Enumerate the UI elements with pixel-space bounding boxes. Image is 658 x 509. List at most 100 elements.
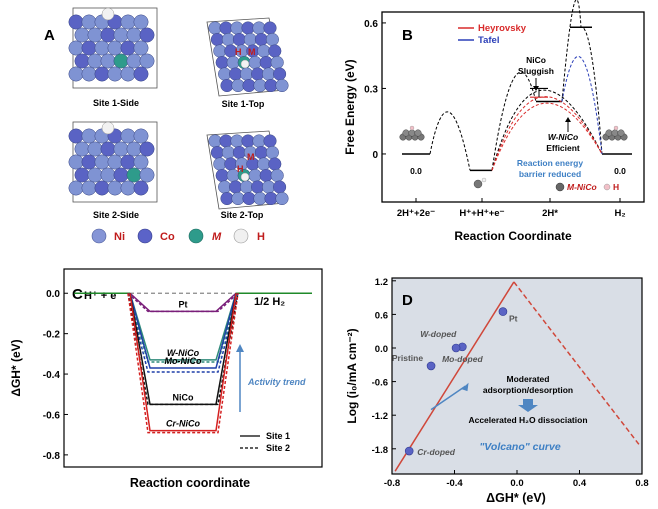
metal-atom [74, 27, 90, 43]
site-1-top-h-label: H [235, 47, 242, 57]
site-2-side-label: Site 2-Side [93, 210, 139, 220]
metal-atom [215, 55, 229, 70]
level-mo-nico-site2 [127, 293, 239, 373]
metal-atom [252, 134, 266, 148]
metal-atom [275, 78, 289, 93]
h-legend-swatch [233, 228, 249, 244]
site-2-top-h-label: H [237, 164, 244, 174]
sluggish-label: Sluggish [518, 66, 554, 76]
metal-atom [254, 32, 268, 47]
tafel-nico-curve [561, 0, 603, 154]
metal-atom [251, 180, 265, 194]
metal-atom [81, 40, 97, 56]
m-legend-swatch [188, 228, 204, 244]
metal-atom [218, 67, 232, 81]
panel-a-letter: A [44, 27, 55, 44]
y-tick-label: 0.6 [364, 19, 378, 30]
metal-atom [126, 27, 142, 43]
metal-atom [221, 145, 235, 160]
panel-b-curves [402, 0, 632, 172]
metal-atom [268, 157, 282, 171]
metal-atom [68, 14, 84, 30]
panel-b-molecule-icons [399, 125, 628, 189]
metal-atom [229, 67, 243, 81]
x-tick-label: -0.4 [446, 478, 463, 489]
metal-atom [81, 128, 97, 144]
metal-atom [81, 14, 97, 30]
metal-atom [133, 66, 149, 82]
metal-atom [74, 53, 90, 69]
metal-atom [218, 180, 232, 194]
x-tick-label: 0.4 [573, 478, 587, 489]
metal-atom [120, 14, 136, 30]
metal-atom [240, 180, 254, 194]
activity-trend-arrowhead [236, 344, 244, 352]
metal-atom [259, 55, 273, 70]
y-tick-label: -0.2 [43, 330, 61, 341]
x-tick-label: 0.0 [510, 478, 523, 489]
y-tick-label: 0.0 [375, 344, 388, 355]
atom-legend: Ni Co M H [91, 228, 265, 244]
metal-atom [253, 191, 267, 206]
metal-atom [68, 154, 84, 170]
metal-atom [231, 191, 245, 206]
volcano-label: "Volcano" curve [479, 441, 561, 453]
nico-barrier-curve [491, 71, 537, 171]
ni-legend-label: Ni [114, 231, 125, 243]
metal-atom [241, 134, 255, 148]
metal-atom [100, 27, 116, 43]
y-tick-label: -0.6 [372, 378, 388, 389]
panel-a: A Site 1-Side Site 1-Top Site 2-Side Sit… [44, 7, 289, 244]
x-tick-label: H₂ [614, 208, 625, 219]
reduced-label-2: barrier reduced [519, 169, 581, 179]
point-pt [498, 307, 508, 316]
metal-atom [231, 78, 245, 93]
metal-atom [219, 134, 233, 148]
panel-b: B 0 0.3 0.6 2H⁺+2e⁻ H⁺+H⁺+e⁻ 2H* H₂ Reaction Co… [343, 0, 645, 243]
level-cr-nico-site1 [129, 293, 237, 432]
metal-atom [87, 141, 103, 157]
panel-b-legend: Heyrovsky Tafel [458, 23, 527, 46]
surface-atom [414, 129, 422, 137]
x-tick-label: H⁺+H⁺+e⁻ [459, 208, 504, 219]
metal-atom [270, 168, 284, 183]
metal-atom [87, 27, 103, 43]
metal-atom [273, 67, 287, 81]
site-2-top-label: Site 2-Top [221, 210, 264, 220]
metal-atom [224, 157, 238, 171]
point-cr-doped [404, 446, 414, 456]
metal-atom [68, 40, 84, 56]
metal-atom [270, 55, 284, 70]
x-tick-label: 2H* [542, 208, 558, 219]
sluggish-arrowhead [533, 86, 539, 91]
metal-atom [126, 141, 142, 157]
metal-atom [257, 44, 271, 58]
dopant-atom [113, 53, 129, 69]
adsorption-desorption-label: adsorption/desorption [483, 385, 573, 395]
surface-atom [617, 129, 625, 137]
surface-atom [605, 129, 613, 137]
metal-atom [210, 145, 224, 160]
metal-atom [248, 55, 262, 70]
metal-atom [213, 44, 227, 58]
hydrogen-atom [240, 172, 250, 182]
site-1-top-label: Site 1-Top [222, 99, 265, 109]
panel-c-letter: C [72, 286, 83, 303]
zero-left-label: 0.0 [410, 166, 422, 176]
hydrogen-atom [101, 7, 115, 21]
x-axis-label: Reaction Coordinate [454, 229, 572, 243]
hydrogen-atom [101, 121, 115, 135]
efficient-label: Efficient [546, 143, 580, 153]
y-axis-label: Free Energy (eV) [343, 59, 357, 154]
metal-atom [208, 21, 222, 35]
metal-atom [252, 21, 266, 35]
metal-atom [74, 167, 90, 183]
metal-atom [257, 157, 271, 171]
metal-atom [265, 32, 279, 47]
barrier-curve [429, 111, 471, 171]
reduced-label-1: Reaction energy [517, 158, 583, 168]
metal-atom [275, 191, 289, 206]
metal-atom [139, 53, 155, 69]
